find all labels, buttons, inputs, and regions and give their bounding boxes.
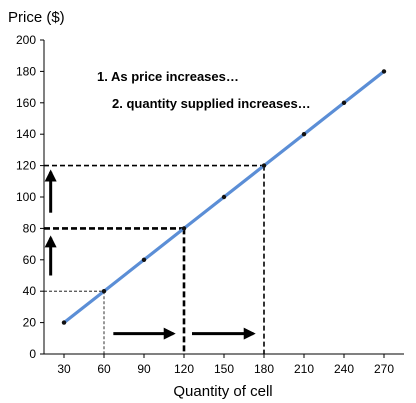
annotation-2: 2. quantity supplied increases… (112, 96, 311, 111)
data-point (341, 100, 347, 106)
x-tick-label: 150 (214, 362, 234, 376)
guide-lines (44, 164, 265, 354)
y-tick-label: 20 (23, 316, 37, 330)
y-tick-label: 140 (16, 127, 36, 141)
x-tick-label: 240 (334, 362, 354, 376)
y-tick-label: 80 (23, 221, 37, 235)
y-tick-labels: 0 20 40 60 80 100 120 140 160 180 200 (16, 33, 36, 361)
series-layer (61, 69, 387, 325)
x-tick-labels: 30 60 90 120 150 180 210 240 270 (57, 362, 394, 376)
data-point (61, 320, 67, 325)
y-tick-label: 40 (23, 284, 37, 298)
x-tick-label: 120 (174, 362, 194, 376)
data-point (101, 289, 107, 294)
x-tick-label: 210 (294, 362, 314, 376)
data-point (141, 257, 147, 262)
y-tick-label: 0 (29, 347, 36, 361)
x-tick-label: 30 (57, 362, 71, 376)
y-tick-label: 160 (16, 96, 36, 110)
x-tick-label: 270 (374, 362, 394, 376)
x-tick-label: 60 (97, 362, 111, 376)
data-point (181, 226, 187, 231)
data-point (381, 69, 387, 74)
x-axis-title: Quantity of cell (173, 383, 272, 400)
y-tick-label: 60 (23, 253, 37, 267)
y-tick-label: 120 (16, 159, 36, 173)
y-tick-label: 180 (16, 64, 36, 78)
annotation-1: 1. As price increases… (97, 69, 239, 84)
y-tick-label: 200 (16, 33, 36, 47)
axes (40, 39, 404, 358)
data-point (261, 163, 267, 168)
data-point (221, 194, 227, 200)
y-axis-title: Price ($) (8, 9, 65, 26)
data-point (301, 132, 307, 137)
arrows-layer (44, 169, 256, 340)
x-tick-label: 90 (137, 362, 151, 376)
y-tick-label: 100 (16, 190, 36, 204)
x-tick-label: 180 (254, 362, 274, 376)
